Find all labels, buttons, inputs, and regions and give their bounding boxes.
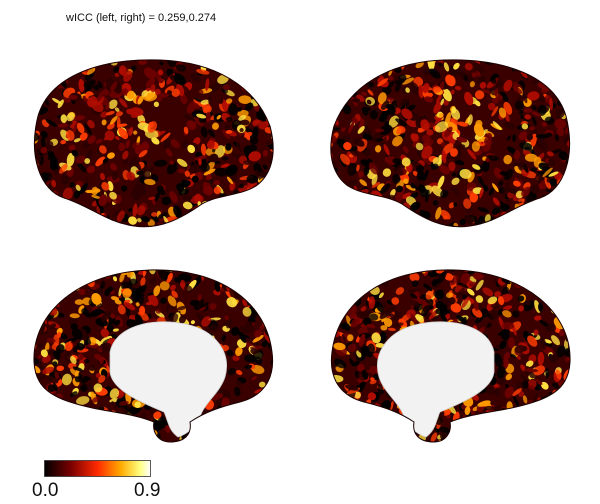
medial-wall-right	[377, 321, 495, 438]
colorbar-gradient	[44, 460, 151, 477]
brain-left-medial	[33, 269, 274, 443]
cortex-texture-right-medial	[331, 269, 571, 443]
cortex-texture-left-lateral	[34, 59, 274, 227]
figure-title: wICC (left, right) = 0.259,0.274	[66, 12, 217, 24]
brain-left-lateral	[34, 59, 274, 228]
colorbar-max-label: 0.9	[134, 480, 161, 501]
brain-right-lateral	[330, 59, 570, 228]
cortex-texture-right-lateral	[330, 59, 570, 227]
colorbar-min-label: 0.0	[32, 480, 59, 501]
medial-wall-left	[109, 321, 227, 438]
brain-right-medial	[330, 269, 571, 443]
colorbar	[44, 460, 151, 477]
